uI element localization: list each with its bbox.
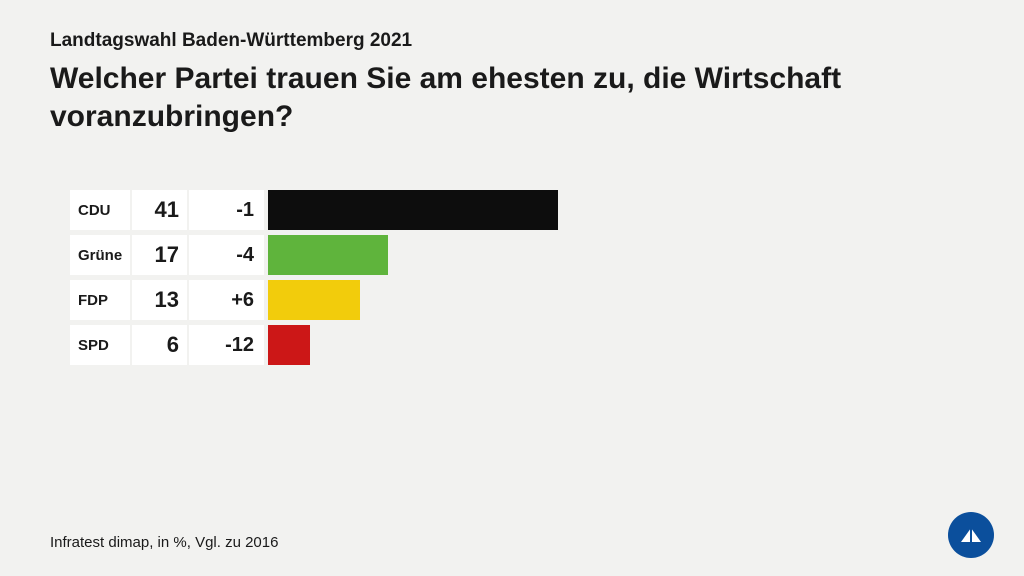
bar-area: [268, 325, 974, 365]
bar-area: [268, 190, 974, 230]
party-label: CDU: [70, 190, 130, 230]
chart-row: SPD 6 -12: [70, 325, 974, 365]
party-label: FDP: [70, 280, 130, 320]
broadcaster-logo: [948, 512, 994, 558]
chart-subtitle: Landtagswahl Baden-Württemberg 2021: [50, 30, 974, 52]
party-label: Grüne: [70, 235, 130, 275]
value-cell: 13: [132, 280, 187, 320]
value-cell: 17: [132, 235, 187, 275]
change-cell: -1: [189, 190, 264, 230]
chart-source: Infratest dimap, in %, Vgl. zu 2016: [50, 534, 278, 551]
logo-icon: [955, 519, 987, 551]
bar: [268, 190, 558, 230]
bar-area: [268, 280, 974, 320]
chart-row: FDP 13 +6: [70, 280, 974, 320]
bar: [268, 325, 310, 365]
change-cell: -12: [189, 325, 264, 365]
chart-row: Grüne 17 -4: [70, 235, 974, 275]
change-cell: +6: [189, 280, 264, 320]
value-cell: 41: [132, 190, 187, 230]
bar-chart: CDU 41 -1 Grüne 17 -4 FDP 13 +6 SPD 6 -1…: [70, 190, 974, 365]
bar: [268, 280, 360, 320]
change-cell: -4: [189, 235, 264, 275]
value-cell: 6: [132, 325, 187, 365]
bar: [268, 235, 388, 275]
bar-area: [268, 235, 974, 275]
chart-title: Welcher Partei trauen Sie am ehesten zu,…: [50, 60, 870, 135]
party-label: SPD: [70, 325, 130, 365]
chart-row: CDU 41 -1: [70, 190, 974, 230]
